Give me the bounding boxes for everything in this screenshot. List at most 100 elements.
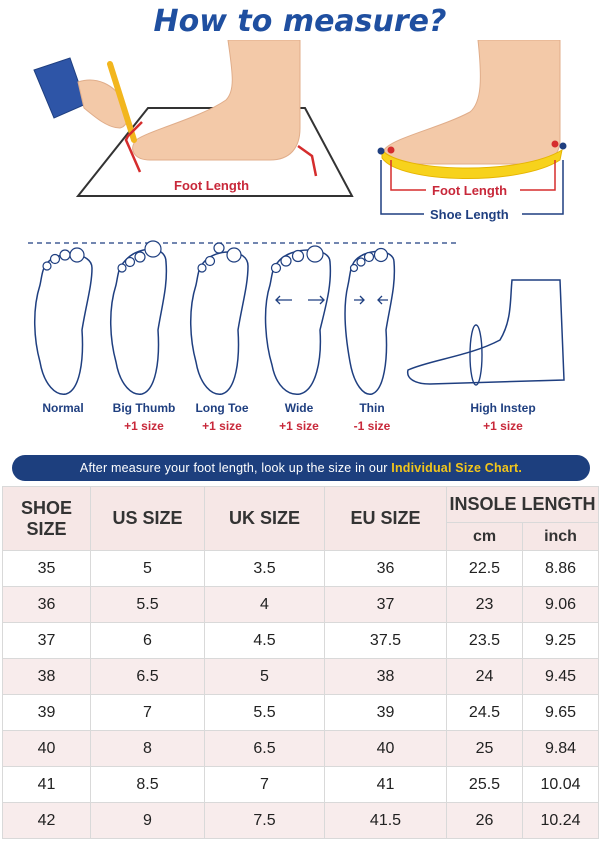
header-us-size: US SIZE: [90, 486, 205, 551]
header-uk-size: UK SIZE: [204, 486, 325, 551]
toe: [42, 261, 52, 271]
cell-inch: 9.84: [521, 730, 600, 767]
cell-cm: 23.5: [446, 622, 523, 659]
heel-mark: [297, 144, 318, 177]
cell-us: 8.5: [90, 766, 205, 803]
cell-shoe: 35: [2, 550, 91, 587]
cell-cm: 26: [446, 802, 523, 839]
cell-us: 8: [90, 730, 205, 767]
toe-dot-blue: [377, 147, 385, 155]
cell-uk: 7: [204, 766, 325, 803]
toe: [69, 247, 85, 263]
toe: [134, 251, 146, 263]
cell-shoe: 38: [2, 658, 91, 695]
table-body: 35 5 3.5 36 22.5 8.86 36 5.5 4 37 23 9.06 37 6 4.5 37.5…: [2, 550, 600, 839]
toe: [280, 255, 292, 267]
table-header-row: SHOE SIZE US SIZE UK SIZE EU SIZE INSOLE…: [2, 486, 600, 551]
insole: [381, 148, 563, 180]
header-eu-size: EU SIZE: [324, 486, 447, 551]
foot-outline-thin: [344, 250, 396, 395]
foot-type-high-instep-adjust: +1 size: [483, 419, 523, 433]
toe: [306, 245, 324, 263]
cell-uk: 4: [204, 586, 325, 623]
cell-shoe: 42: [2, 802, 91, 839]
foot-length-bracket-right: [520, 160, 556, 191]
toe: [117, 263, 127, 273]
cell-us: 6.5: [90, 658, 205, 695]
cell-us: 5: [90, 550, 205, 587]
cell-us: 9: [90, 802, 205, 839]
foot-type-big-thumb-name: Big Thumb: [113, 401, 176, 415]
header-cm: cm: [446, 522, 523, 551]
thin-arrow-right-icon: [377, 295, 388, 305]
cell-uk: 3.5: [204, 550, 325, 587]
cell-us: 6: [90, 622, 205, 659]
cell-uk: 5: [204, 658, 325, 695]
toe: [204, 255, 216, 267]
toe: [124, 256, 136, 268]
foot-type-long-toe-name: Long Toe: [195, 401, 248, 415]
header-shoe-size: SHOE SIZE: [2, 486, 91, 551]
foot-type-normal-name: Normal: [42, 401, 83, 415]
toe: [349, 263, 359, 273]
shoe-length-bracket-right: [522, 160, 564, 215]
cell-cm: 23: [446, 586, 523, 623]
toe: [291, 249, 305, 263]
foot-illustration-right: [383, 40, 561, 165]
size-chart-table: SHOE SIZE US SIZE UK SIZE EU SIZE INSOLE…: [2, 486, 600, 839]
wide-arrow-left-icon: [275, 295, 292, 305]
cell-inch: 9.25: [521, 622, 600, 659]
cell-shoe: 36: [2, 586, 91, 623]
cell-inch: 9.65: [521, 694, 600, 731]
header-insole-length: INSOLE LENGTH: [445, 486, 600, 523]
foot-type-wide-name: Wide: [285, 401, 314, 415]
foot-type-thin-name: Thin: [359, 401, 384, 415]
toe: [49, 253, 61, 265]
toe: [356, 257, 366, 267]
foot-outline-high-instep: [406, 279, 565, 385]
heel-dot-red: [551, 140, 559, 148]
shoe-length-bracket: [380, 160, 424, 215]
cell-shoe: 41: [2, 766, 91, 803]
foot-type-wide-adjust: +1 size: [279, 419, 319, 433]
shoe-diagram-foot-length: Foot Length: [432, 183, 507, 198]
table-row: 39 7 5.5 39 24.5 9.65: [2, 694, 600, 731]
foot-type-big-thumb-adjust: +1 size: [124, 419, 164, 433]
table-subheader-row: cm inch: [3, 522, 600, 551]
toe: [363, 251, 375, 263]
banner-text: After measure your foot length, look up …: [79, 461, 392, 475]
foot-illustration-left: [132, 40, 301, 161]
toe: [373, 247, 389, 263]
size-chart-link[interactable]: Individual Size Chart.: [391, 461, 523, 475]
cell-cm: 25.5: [446, 766, 523, 803]
toe: [270, 262, 282, 274]
toe: [213, 242, 225, 254]
toe: [226, 247, 242, 263]
cell-cm: 25: [446, 730, 523, 767]
shoe-length-label: Shoe Length: [430, 207, 509, 222]
cell-eu: 41: [324, 766, 447, 803]
table-row: 41 8.5 7 41 25.5 10.04: [2, 766, 600, 803]
measuring-illustration: Foot Length Foot Length Shoe Length Norm: [28, 40, 567, 433]
cell-uk: 6.5: [204, 730, 325, 767]
cell-cm: 22.5: [446, 550, 523, 587]
cell-eu: 40: [324, 730, 447, 767]
instruction-banner: After measure your foot length, look up …: [12, 455, 590, 481]
cell-shoe: 40: [2, 730, 91, 767]
wide-arrow-right-icon: [308, 295, 325, 305]
cell-shoe: 39: [2, 694, 91, 731]
foot-outline-wide: [264, 249, 332, 395]
heel-dot-blue: [559, 142, 567, 150]
toe-mark: [124, 121, 143, 173]
cell-eu: 37: [324, 586, 447, 623]
cell-inch: 10.24: [521, 802, 600, 839]
cell-uk: 4.5: [204, 622, 325, 659]
pencil: [107, 61, 137, 143]
page-title: How to measure?: [153, 4, 447, 39]
cell-eu: 36: [324, 550, 447, 587]
toe: [197, 263, 207, 273]
foot-type-long-toe-adjust: +1 size: [202, 419, 242, 433]
foot-length-label: Foot Length: [174, 178, 249, 193]
foot-type-thin-adjust: -1 size: [354, 419, 391, 433]
toe: [144, 240, 162, 258]
